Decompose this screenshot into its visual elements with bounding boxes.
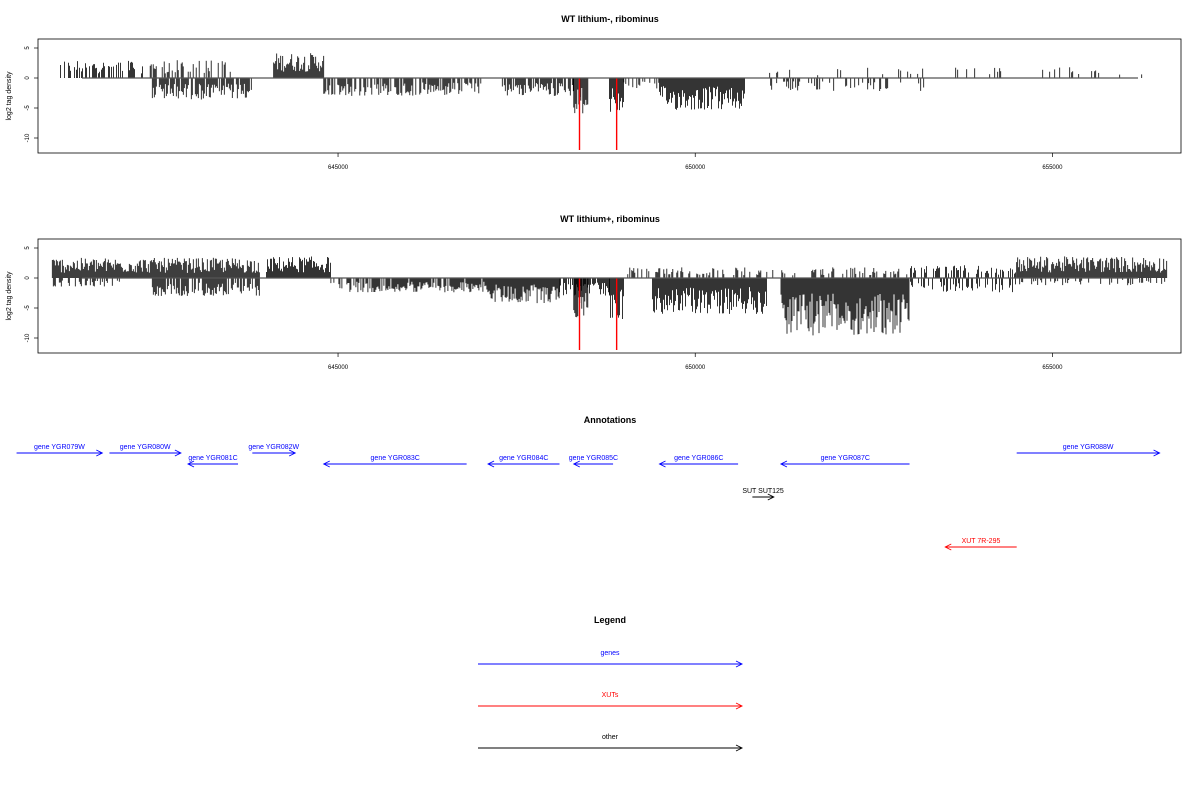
arrow-head [288, 449, 297, 457]
arrow-head [735, 702, 744, 710]
annotation-label: gene YGR086C [674, 455, 723, 462]
track-panel-lithium-plus: WT lithium+, ribominus log2 tag density … [6, 214, 1182, 371]
legend-title: Legend [594, 615, 626, 625]
bar-layer [60, 53, 1143, 150]
annotation-label: gene YGR088W [1063, 444, 1114, 451]
legend-label: genes [600, 650, 620, 657]
annotation-label: gene YGR079W [34, 444, 85, 451]
annotation-gene: gene YGR084C [487, 455, 560, 468]
panel-title: WT lithium+, ribominus [560, 214, 660, 224]
legend-section: Legend genes XUTs other [478, 615, 744, 752]
arrow-head [487, 460, 495, 468]
legend-item: genes [478, 650, 744, 668]
annotation-label: gene YGR081C [188, 455, 237, 462]
y-tick-label: 0 [25, 76, 31, 80]
arrow-head [944, 543, 952, 551]
annotation-gene: gene YGR081C [187, 455, 239, 468]
arrow-head [658, 460, 666, 468]
legend-label: XUTs [602, 692, 619, 699]
annotation-label: gene YGR087C [821, 455, 870, 462]
x-tick-label: 655000 [1042, 165, 1063, 171]
axes-layer: 5 0 -5 -10 645000 650000 655000 [25, 246, 1138, 371]
annotation-gene: gene YGR088W [1016, 444, 1161, 457]
arrow-head [187, 460, 195, 468]
y-tick-label: -10 [25, 133, 31, 142]
y-tick-label: -10 [25, 333, 31, 342]
annotation-gene: gene YGR086C [658, 455, 739, 468]
plot-frame [37, 38, 1182, 154]
y-axis-label: log2 tag density [6, 271, 13, 321]
plot-frame [37, 238, 1182, 354]
legend-list: genes XUTs other [478, 650, 744, 752]
panel-title: WT lithium-, ribominus [561, 14, 659, 24]
annotation-gene: gene YGR085C [569, 455, 618, 468]
annotation-label: gene YGR085C [569, 455, 618, 462]
arrow-head [174, 449, 182, 457]
y-tick-label: 5 [25, 46, 31, 50]
arrow-head [1153, 449, 1161, 457]
x-tick-label: 655000 [1042, 365, 1063, 371]
x-tick-label: 645000 [328, 365, 349, 371]
legend-item: other [478, 734, 744, 752]
annotation-gene: gene YGR083C [322, 455, 467, 468]
arrow-head [735, 744, 744, 752]
y-axis-label: log2 tag density [6, 71, 13, 121]
annotation-label: gene YGR082W [248, 444, 299, 451]
arrow-head [322, 460, 330, 468]
legend-label: other [602, 734, 619, 741]
annotation-gene: gene YGR080W [109, 444, 182, 457]
x-tick-label: 650000 [685, 365, 706, 371]
y-tick-label: -5 [25, 105, 31, 111]
x-tick-label: 645000 [328, 165, 349, 171]
arrow-head [735, 660, 744, 668]
annotation-other: SUT SUT125 [742, 488, 784, 501]
arrow-head [96, 449, 104, 457]
x-tick-label: 650000 [685, 165, 706, 171]
y-tick-label: 0 [25, 276, 31, 280]
arrow-head [767, 493, 775, 501]
annotation-gene: gene YGR087C [779, 455, 910, 468]
annotation-gene: gene YGR079W [16, 444, 104, 457]
arrow-head [572, 460, 580, 468]
track-panel-lithium-minus: WT lithium-, ribominus log2 tag density … [6, 14, 1182, 171]
axes-layer: 5 0 -5 -10 645000 650000 655000 [25, 46, 1138, 171]
y-tick-label: -5 [25, 305, 31, 311]
annotation-label: XUT 7R-295 [962, 538, 1001, 545]
annotation-label: gene YGR083C [371, 455, 420, 462]
y-tick-label: 5 [25, 246, 31, 250]
bar-layer [51, 256, 1168, 350]
annotation-label: SUT SUT125 [742, 488, 784, 495]
annotation-label: gene YGR084C [499, 455, 548, 462]
annotation-list: gene YGR079W gene YGR080W gene YGR081C gene… [16, 444, 1161, 551]
annotations-section: Annotations gene YGR079W gene YGR080Wgene… [16, 415, 1161, 551]
annotation-gene: gene YGR082W [248, 444, 300, 457]
legend-item: XUTs [478, 692, 744, 710]
annotations-title: Annotations [584, 415, 637, 425]
arrow-head [779, 460, 788, 468]
annotation-label: gene YGR080W [120, 444, 171, 451]
annotation-xut: XUT 7R-295 [944, 538, 1017, 551]
